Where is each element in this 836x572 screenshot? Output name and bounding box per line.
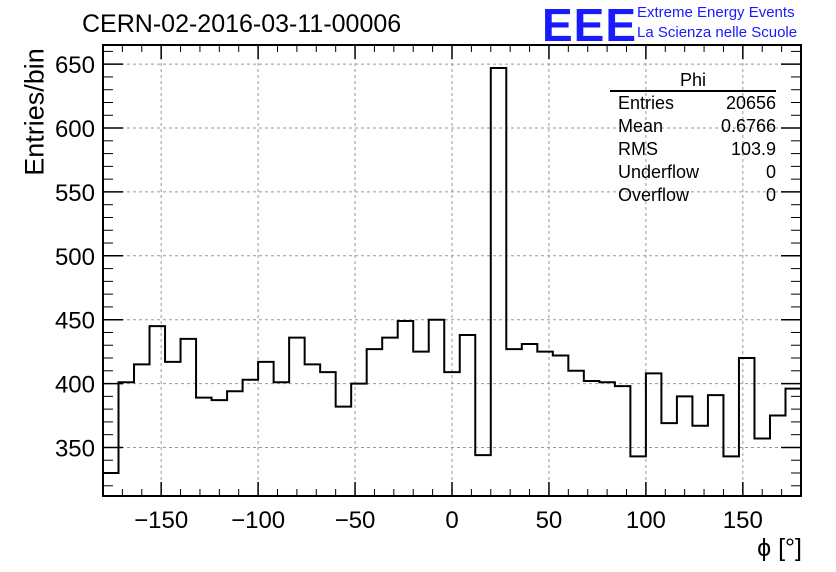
y-tick-label: 450: [55, 308, 95, 335]
x-tick-label: −100: [231, 507, 285, 534]
stats-box: Phi Entries 20656 Mean 0.6766 RMS 103.9 …: [610, 70, 776, 207]
y-tick-label: 350: [55, 435, 95, 462]
stats-label: Entries: [618, 93, 675, 113]
x-tick-label: 0: [445, 507, 458, 534]
eee-logo: EEE: [542, 0, 638, 51]
stats-row-rms: RMS 103.9: [610, 138, 776, 161]
logo-line-2: La Scienza nelle Scuole: [637, 24, 798, 41]
x-tick-label: 50: [536, 507, 563, 534]
y-axis-label: Entries/bin: [19, 48, 50, 176]
chart-title: CERN-02-2016-03-11-00006: [82, 10, 402, 38]
y-tick-label: 400: [55, 372, 95, 399]
stats-value: 0: [765, 185, 776, 205]
stats-row-entries: Entries 20656: [610, 92, 776, 115]
plot-frame: [102, 44, 802, 497]
y-tick-label: 550: [55, 180, 95, 207]
x-tick-label: −50: [335, 507, 376, 534]
stats-label: Overflow: [618, 185, 690, 205]
stats-title: Phi: [610, 70, 776, 92]
stats-label: RMS: [618, 139, 658, 159]
histogram-line: [102, 66, 801, 496]
stats-label: Underflow: [618, 162, 700, 182]
stats-value: 20656: [725, 93, 776, 113]
grid-lines: [103, 45, 801, 496]
stats-value: 0: [765, 162, 776, 182]
x-axis-label: ϕ [°]: [757, 534, 802, 562]
stats-row-underflow: Underflow 0: [610, 161, 776, 184]
y-tick-label: 500: [55, 244, 95, 271]
stats-value: 103.9: [730, 139, 776, 159]
stats-row-overflow: Overflow 0: [610, 184, 776, 207]
y-tick-label: 650: [55, 52, 95, 79]
axis-ticks: −150 −100 −50 0 50 100 150 350 400 450 500 550 600 65…: [55, 45, 801, 534]
x-tick-label: 100: [626, 507, 666, 534]
logo-line-1: Extreme Energy Events: [637, 4, 795, 21]
y-tick-label: 600: [55, 116, 95, 143]
stats-row-mean: Mean 0.6766: [610, 115, 776, 138]
stats-value: 0.6766: [720, 116, 776, 136]
x-tick-label: −150: [134, 507, 188, 534]
stats-label: Mean: [618, 116, 664, 136]
logo-caption: Extreme Energy Events La Scienza nelle S…: [637, 3, 797, 43]
x-tick-label: 150: [723, 507, 763, 534]
